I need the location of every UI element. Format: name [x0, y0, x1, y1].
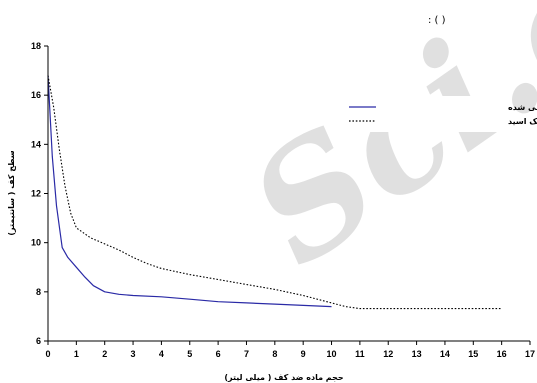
y-tick-label: 10 — [31, 238, 41, 248]
x-tick-label: 5 — [187, 349, 192, 359]
x-tick-label: 17 — [525, 349, 535, 359]
x-tick-label: 4 — [159, 349, 164, 359]
series-line-2 — [47, 75, 502, 310]
x-tick-label: 11 — [355, 349, 365, 359]
legend: روغن سبوس برنج موم زدایی شده اولئیک اسید — [345, 96, 537, 132]
series-line-1 — [47, 75, 332, 308]
y-tick-label: 6 — [36, 336, 41, 346]
x-tick-label: 6 — [216, 349, 221, 359]
y-tick-label: 16 — [31, 90, 41, 100]
x-tick-label: 12 — [383, 349, 393, 359]
legend-box — [345, 96, 512, 132]
legend-label-1: روغن سبوس برنج موم زدایی شده — [508, 103, 537, 113]
y-tick-label: 18 — [31, 41, 41, 51]
x-tick-label: 0 — [45, 349, 50, 359]
x-tick-label: 15 — [468, 349, 478, 359]
y-axis-title: سطح کف ( سانتیمتر) — [7, 150, 16, 235]
x-tick-label: 9 — [301, 349, 306, 359]
y-tick-label: 8 — [36, 287, 41, 297]
x-tick-label: 3 — [131, 349, 136, 359]
plot-area — [47, 75, 502, 310]
x-tick-label: 13 — [412, 349, 422, 359]
y-tick-label: 14 — [31, 139, 41, 149]
x-tick-label: 14 — [440, 349, 450, 359]
x-tick-label: 7 — [244, 349, 249, 359]
x-tick-label: 8 — [272, 349, 277, 359]
watermark-text: Sci.org — [220, 0, 537, 299]
x-tick-label: 16 — [497, 349, 507, 359]
legend-label-2: اولئیک اسید — [508, 117, 537, 126]
x-tick-label: 1 — [74, 349, 79, 359]
y-tick-label: 12 — [31, 189, 41, 199]
x-tick-label: 2 — [102, 349, 107, 359]
x-tick-label: 10 — [327, 349, 337, 359]
watermark: Sci.org — [220, 0, 537, 299]
x-axis-title: حجم ماده ضد کف ( میلی لیتر) — [224, 373, 343, 382]
chart-caption: : ( ) — [428, 15, 446, 26]
